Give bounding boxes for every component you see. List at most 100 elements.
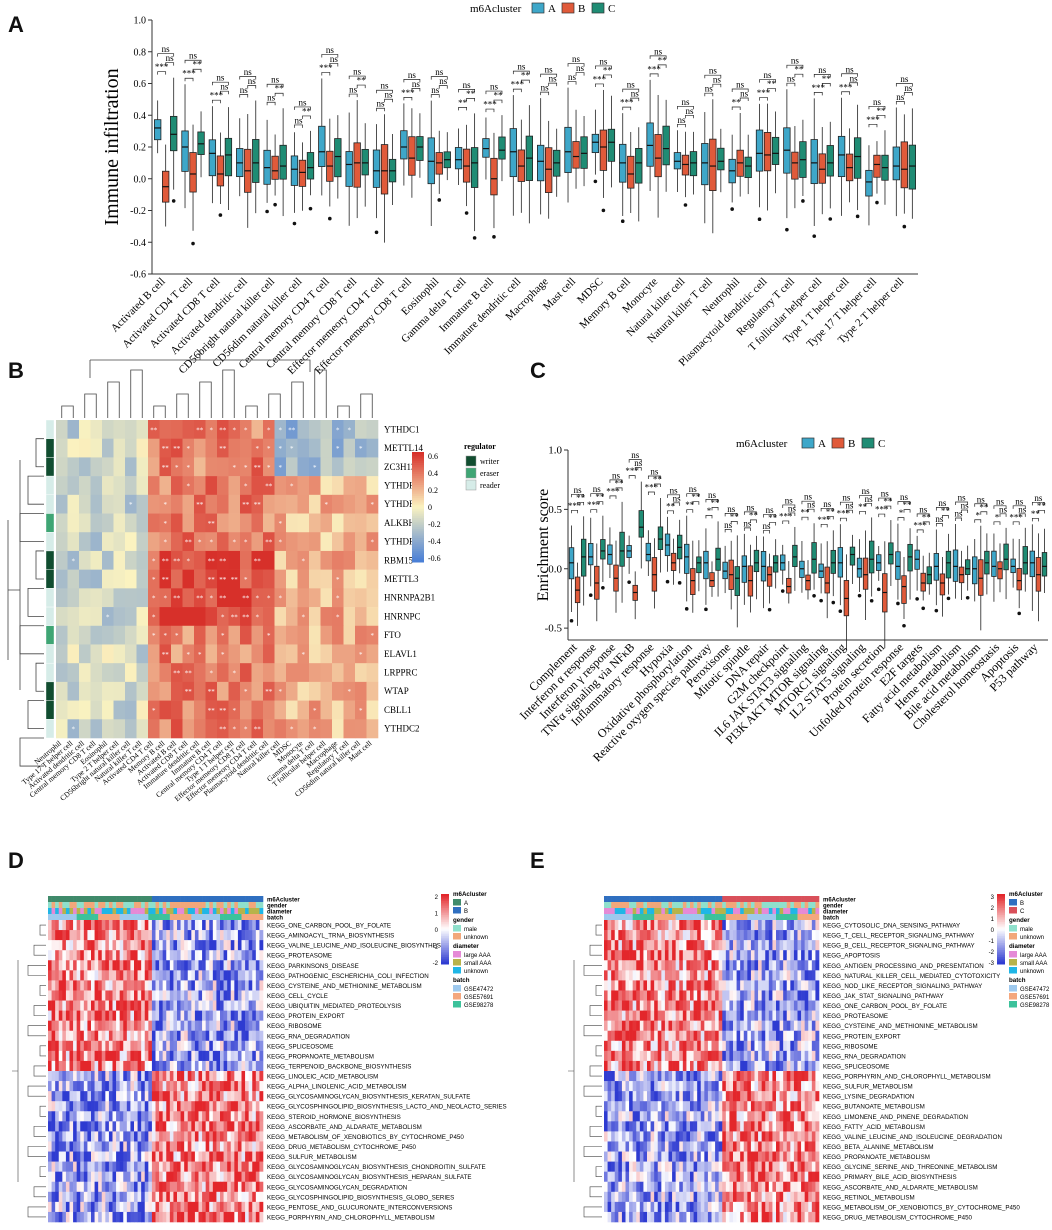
kegg-heatmap-cell (94, 1060, 99, 1072)
box-B (271, 155, 279, 180)
kegg-heatmap-cell (707, 1020, 712, 1032)
kegg-heatmap-cell (212, 1071, 217, 1082)
kegg-heatmap-cell (184, 1121, 189, 1132)
kegg-heatmap-cell (212, 1040, 217, 1052)
annotation-batch (733, 914, 737, 920)
kegg-heatmap-cell (94, 1071, 99, 1082)
heatmap-cell (263, 550, 275, 570)
kegg-heatmap-cell (112, 1091, 117, 1102)
kegg-heatmap-cell (241, 970, 246, 981)
annotation-diameter (227, 908, 232, 914)
kegg-heatmap-cell (245, 1161, 249, 1172)
kegg-heatmap-cell (686, 1010, 691, 1021)
significance-label: * (995, 512, 1000, 522)
kegg-heatmap-cell (740, 1050, 745, 1062)
significance-bracket (730, 521, 738, 525)
kegg-heatmap-cell (98, 1071, 103, 1082)
significance-label: ns (568, 72, 577, 82)
heatmap-cell (67, 719, 80, 739)
kegg-heatmap-cell (98, 980, 103, 991)
kegg-heatmap-cell (786, 970, 791, 981)
kegg-heatmap-cell (212, 1151, 217, 1162)
kegg-heatmap-cell (134, 970, 138, 981)
kegg-heatmap-cell (130, 1131, 135, 1142)
kegg-heatmap-cell (245, 940, 249, 951)
heatmap-cell (171, 532, 183, 552)
kegg-heatmap-cell (141, 990, 146, 1001)
kegg-heatmap-cell (105, 1081, 110, 1092)
kegg-row-dendrogram (27, 1206, 46, 1218)
kegg-colorbar-segment (441, 897, 449, 900)
kegg-heatmap-cell (661, 1000, 666, 1011)
kegg-row-label: KEGG_GLYCOSPHINGOLIPID_BIOSYNTHESIS_GLOB… (267, 1194, 454, 1201)
box-B (353, 142, 361, 188)
heatmap-cell (113, 644, 126, 664)
colorbar-segment (412, 534, 424, 537)
significance-label: ns (294, 115, 303, 125)
heatmap-cell (159, 513, 172, 533)
kegg-heatmap-cell (48, 960, 52, 971)
kegg-heatmap-cell (123, 980, 128, 991)
kegg-heatmap-cell (65, 960, 70, 971)
annotation-batch (768, 914, 773, 920)
significance-label: ns (1015, 496, 1024, 506)
significance-bracket (520, 79, 530, 84)
kegg-heatmap-cell (223, 1171, 228, 1183)
heatmap-cell (274, 700, 287, 720)
significance-label: ns (240, 85, 249, 95)
annotation-m6acluster (707, 896, 712, 902)
heatmap-cell (79, 457, 91, 477)
kegg-heatmap-cell (119, 1091, 124, 1102)
kegg-heatmap-cell (202, 1040, 206, 1052)
significance-mark: * (267, 595, 271, 603)
kegg-heatmap-cell (636, 1000, 641, 1011)
annotation-diameter (711, 908, 716, 914)
kegg-heatmap-cell (736, 970, 741, 981)
kegg-legend-label: GSE98278 (464, 1003, 494, 1009)
box-B (490, 157, 498, 196)
kegg-heatmap-cell (73, 960, 77, 971)
kegg-row-label: KEGG_JAK_STAT_SIGNALING_PATHWAY (823, 993, 944, 1000)
kegg-heatmap-cell (618, 1040, 623, 1052)
kegg-heatmap-cell (808, 1050, 813, 1062)
box-B (690, 568, 696, 595)
kegg-heatmap-cell (808, 1030, 813, 1042)
colorbar-segment (412, 479, 424, 482)
kegg-heatmap-cell (715, 950, 719, 961)
kegg-heatmap-cell (245, 1101, 249, 1112)
annotation-batch (87, 914, 92, 920)
kegg-heatmap-cell (686, 1050, 691, 1062)
kegg-heatmap-cell (126, 1050, 131, 1062)
kegg-heatmap-cell (639, 1030, 644, 1042)
box-C (826, 145, 834, 177)
annotation-m6acluster (65, 896, 70, 902)
kegg-heatmap-cell (223, 1060, 228, 1072)
kegg-heatmap-cell (205, 1151, 210, 1162)
outlier-point (876, 587, 881, 592)
kegg-heatmap-cell (765, 1040, 770, 1052)
significance-bracket (731, 88, 749, 93)
significance-mark: ** (254, 501, 262, 509)
kegg-heatmap-cell (130, 960, 135, 971)
annotation-batch (94, 914, 99, 920)
significance-label: ** (193, 60, 203, 70)
annotation-gender (101, 902, 106, 908)
kegg-legend-title: diameter (453, 943, 479, 950)
heatmap-cell (205, 550, 218, 570)
heatmap-cell (102, 681, 114, 701)
annotation-gender (144, 902, 149, 908)
annotation-m6acluster (761, 896, 766, 902)
outlier-point (328, 216, 332, 221)
kegg-heatmap-cell (647, 940, 651, 951)
kegg-heatmap-cell (198, 990, 203, 1001)
significance-label: *** (210, 91, 224, 101)
heatmap-cell (194, 532, 206, 552)
kegg-heatmap-cell (212, 950, 217, 961)
kegg-heatmap-cell (101, 940, 106, 951)
kegg-heatmap-cell (252, 950, 257, 961)
kegg-heatmap-cell (758, 1000, 762, 1011)
kegg-heatmap-cell (134, 1060, 138, 1072)
heatmap-cell (217, 420, 229, 440)
kegg-heatmap-cell (636, 1010, 641, 1021)
